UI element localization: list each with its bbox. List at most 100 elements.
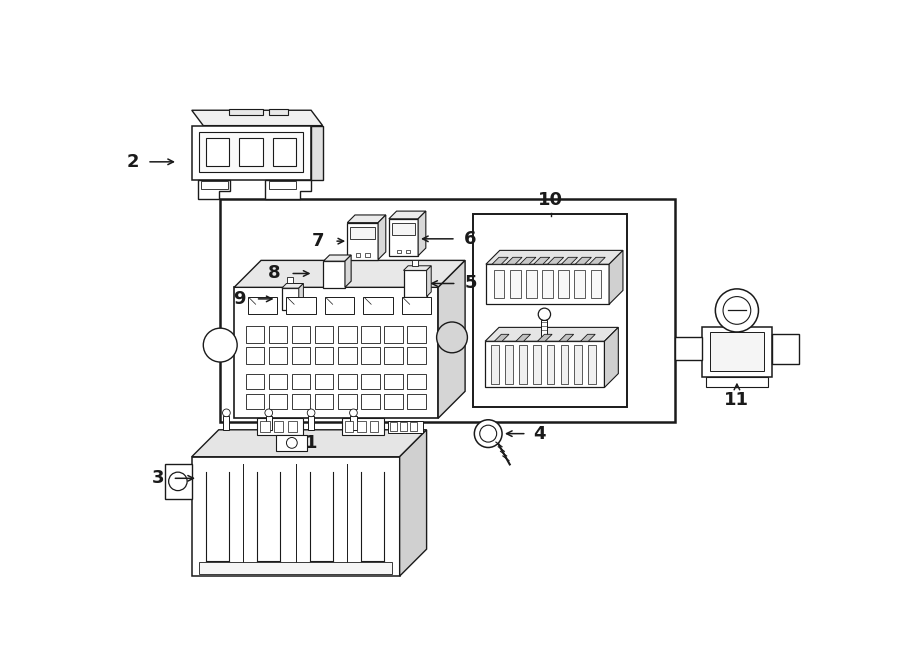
Bar xyxy=(338,348,356,364)
Polygon shape xyxy=(562,258,578,264)
Bar xyxy=(350,226,375,239)
Polygon shape xyxy=(192,430,427,457)
Bar xyxy=(223,416,230,430)
Polygon shape xyxy=(299,283,303,310)
Bar xyxy=(246,394,264,409)
Bar xyxy=(201,181,228,189)
Bar xyxy=(388,420,423,433)
Bar xyxy=(485,341,605,387)
Bar xyxy=(491,345,499,383)
Bar xyxy=(412,260,418,265)
Bar xyxy=(269,181,296,189)
Bar xyxy=(357,421,365,432)
Bar xyxy=(384,373,402,389)
Bar xyxy=(589,345,596,383)
Circle shape xyxy=(168,472,187,491)
Bar xyxy=(338,326,356,343)
Bar xyxy=(287,277,293,283)
Bar xyxy=(403,270,427,297)
Circle shape xyxy=(480,425,497,442)
Bar xyxy=(338,394,356,409)
Bar xyxy=(325,297,355,314)
Bar xyxy=(308,416,314,430)
Circle shape xyxy=(286,438,297,448)
Circle shape xyxy=(203,328,238,362)
Bar xyxy=(347,222,378,260)
Polygon shape xyxy=(198,179,230,199)
Polygon shape xyxy=(438,260,465,418)
Bar xyxy=(365,254,370,258)
Bar xyxy=(486,264,609,305)
Bar xyxy=(342,418,384,435)
Bar xyxy=(706,377,768,387)
Bar xyxy=(542,270,553,298)
Bar xyxy=(361,348,380,364)
Bar xyxy=(292,326,310,343)
Bar xyxy=(402,297,431,314)
Polygon shape xyxy=(516,334,530,341)
Bar xyxy=(364,297,392,314)
Polygon shape xyxy=(378,215,386,260)
Bar xyxy=(702,328,771,377)
Bar xyxy=(315,348,333,364)
Bar xyxy=(408,326,426,343)
Polygon shape xyxy=(282,283,303,288)
Bar xyxy=(234,287,438,418)
Bar xyxy=(345,421,354,432)
Bar xyxy=(269,348,287,364)
Bar xyxy=(384,326,402,343)
Bar xyxy=(276,435,307,451)
Polygon shape xyxy=(485,328,618,341)
Bar xyxy=(519,345,526,383)
Bar xyxy=(269,394,287,409)
Polygon shape xyxy=(494,334,509,341)
Text: 10: 10 xyxy=(538,191,563,209)
Bar xyxy=(526,270,536,298)
Polygon shape xyxy=(486,250,623,264)
Polygon shape xyxy=(605,328,618,387)
Circle shape xyxy=(349,409,357,416)
Bar xyxy=(282,288,299,310)
Bar xyxy=(274,138,296,166)
Text: 5: 5 xyxy=(465,275,478,293)
Bar xyxy=(384,394,402,409)
Bar xyxy=(257,418,303,435)
Bar xyxy=(246,326,264,343)
Bar xyxy=(269,326,287,343)
Bar xyxy=(533,345,541,383)
Bar xyxy=(292,373,310,389)
Polygon shape xyxy=(580,334,595,341)
Bar xyxy=(574,345,582,383)
Bar xyxy=(505,345,513,383)
Polygon shape xyxy=(265,179,311,199)
Bar xyxy=(558,270,569,298)
Bar xyxy=(266,416,272,430)
Bar xyxy=(574,270,585,298)
Bar xyxy=(493,270,504,298)
Polygon shape xyxy=(609,250,623,305)
Polygon shape xyxy=(492,258,508,264)
Text: 6: 6 xyxy=(464,230,476,248)
Circle shape xyxy=(265,409,273,416)
Circle shape xyxy=(538,308,551,320)
Bar xyxy=(361,326,380,343)
Bar xyxy=(397,250,401,254)
Polygon shape xyxy=(192,111,322,126)
Bar xyxy=(546,345,554,383)
Polygon shape xyxy=(192,126,311,179)
Circle shape xyxy=(716,289,759,332)
Bar xyxy=(771,334,798,364)
Bar xyxy=(246,348,264,364)
Bar xyxy=(370,421,378,432)
Bar xyxy=(315,326,333,343)
Bar xyxy=(350,416,356,430)
Bar xyxy=(710,332,764,371)
Bar xyxy=(408,394,426,409)
Bar xyxy=(286,297,316,314)
Bar xyxy=(239,138,263,166)
Text: 7: 7 xyxy=(311,232,324,250)
Polygon shape xyxy=(575,258,591,264)
Polygon shape xyxy=(400,430,427,576)
Bar xyxy=(200,132,303,172)
Polygon shape xyxy=(559,334,573,341)
